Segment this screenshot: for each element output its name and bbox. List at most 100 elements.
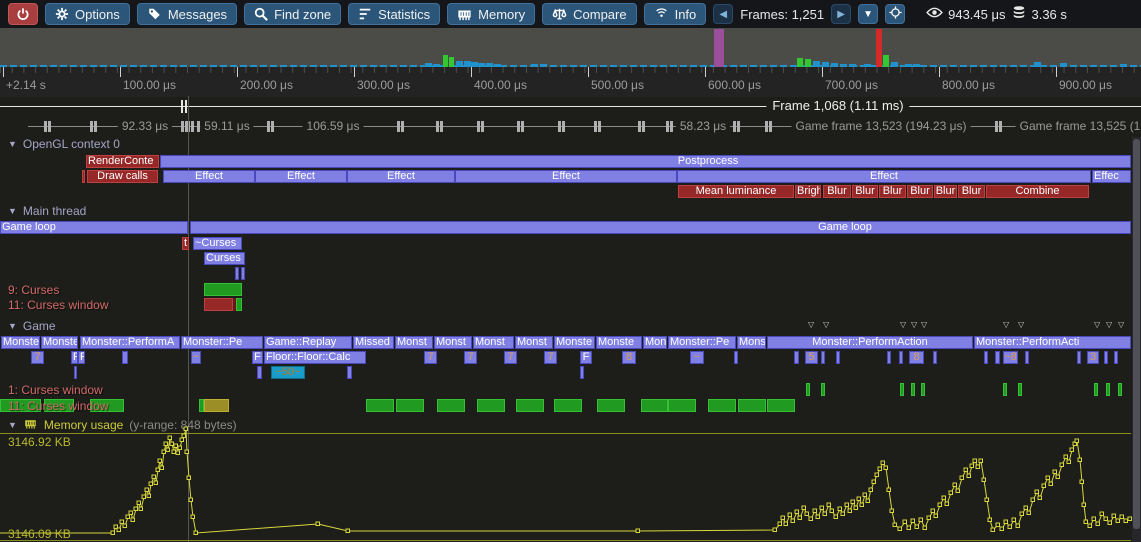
collapse-arrow-icon[interactable]: ▼ xyxy=(8,139,17,149)
power-button[interactable] xyxy=(8,3,38,25)
zone-bar[interactable] xyxy=(204,399,229,412)
gameframe-band[interactable]: 92.33 μs 59.11 μs 106.59 μs 58.23 μs Game fr… xyxy=(0,118,1141,135)
frame-bar[interactable] xyxy=(864,64,871,67)
zone-5[interactable]: 5 xyxy=(805,351,818,364)
section-header[interactable]: ▼ Main thread xyxy=(8,204,86,218)
zone-bar[interactable] xyxy=(1003,383,1007,396)
frame-bar[interactable] xyxy=(456,61,463,67)
zone-[interactable]: ~ xyxy=(690,351,704,364)
zone-bar[interactable] xyxy=(90,399,124,412)
frame-bar[interactable] xyxy=(805,59,811,67)
scrollbar-thumb[interactable] xyxy=(1133,139,1140,529)
zone-bar[interactable] xyxy=(0,399,41,412)
frame-bar[interactable] xyxy=(531,64,538,67)
zone-monster-performa[interactable]: Monster::PerformA xyxy=(80,336,180,349)
frame-bar[interactable] xyxy=(478,63,485,67)
zone-bar[interactable] xyxy=(734,351,738,364)
zone-bar[interactable] xyxy=(477,399,505,412)
message-marker-icon[interactable]: ▽ xyxy=(808,320,815,329)
message-marker-icon[interactable]: ▽ xyxy=(1003,320,1010,329)
collapse-arrow-icon[interactable]: ▼ xyxy=(8,420,17,430)
messages-button[interactable]: Messages xyxy=(136,3,238,25)
zone-curses[interactable]: ~Curses xyxy=(193,237,242,250)
zone-monste[interactable]: Monste xyxy=(554,336,595,349)
frame-bar[interactable] xyxy=(905,64,912,67)
zone-bar[interactable] xyxy=(82,170,85,183)
memory-button[interactable]: Memory xyxy=(447,3,536,25)
frame-bar[interactable] xyxy=(540,64,547,67)
frame-bar[interactable] xyxy=(840,64,847,67)
statistics-button[interactable]: Statistics xyxy=(348,3,441,25)
compare-button[interactable]: Compare xyxy=(542,3,637,25)
zone-bar[interactable] xyxy=(580,366,584,379)
zone-3[interactable]: 3 xyxy=(1087,351,1099,364)
zone-curses[interactable]: Curses xyxy=(204,252,245,265)
zone-floor-floor-calc[interactable]: Floor::Floor::Calc xyxy=(264,351,366,364)
zone-monster-pe[interactable]: Monster::Pe xyxy=(181,336,263,349)
zone-blur[interactable]: Blur xyxy=(934,185,957,198)
zone-7[interactable]: 7 xyxy=(31,351,44,364)
zone-effec[interactable]: Effec xyxy=(1092,170,1131,183)
zone-7[interactable]: 7 xyxy=(544,351,557,364)
frame-bar[interactable] xyxy=(433,64,440,67)
zone-bar[interactable] xyxy=(347,366,352,379)
zone-monste[interactable]: Monste xyxy=(1,336,40,349)
frame-bar[interactable] xyxy=(913,64,920,67)
frame-bar[interactable] xyxy=(876,29,882,67)
frame-bar[interactable] xyxy=(714,29,724,67)
zone-8[interactable]: ~8 xyxy=(1003,351,1018,364)
zone-bar[interactable] xyxy=(233,298,236,311)
zone-postprocess[interactable] xyxy=(160,155,1131,168)
zone-bar[interactable] xyxy=(738,399,766,412)
options-button[interactable]: Options xyxy=(45,3,130,25)
frame-bar[interactable] xyxy=(425,63,432,67)
zone-bar[interactable] xyxy=(437,399,465,412)
frame-bar[interactable] xyxy=(494,64,501,67)
frame-bar[interactable] xyxy=(797,58,803,67)
frame-histogram[interactable] xyxy=(0,28,1141,67)
zone-monster-performaction[interactable]: Monster::PerformAction xyxy=(767,336,973,349)
zone-bar[interactable] xyxy=(241,267,245,280)
zone-bar[interactable] xyxy=(806,383,810,396)
zone-bar[interactable] xyxy=(516,399,544,412)
zone-draw-calls[interactable]: Draw calls xyxy=(87,170,158,183)
zone-bar[interactable] xyxy=(597,399,625,412)
zone-bar[interactable] xyxy=(199,399,204,412)
zone-game-loop[interactable] xyxy=(190,221,1131,234)
find-zone-button[interactable]: Find zone xyxy=(244,3,342,25)
zone-monst[interactable]: Monst xyxy=(515,336,553,349)
zone-bar[interactable] xyxy=(921,383,925,396)
collapse-arrow-icon[interactable]: ▼ xyxy=(8,321,17,331)
frame-bar[interactable] xyxy=(822,62,829,67)
zone-monst[interactable]: Monst xyxy=(473,336,514,349)
message-marker-icon[interactable]: ▽ xyxy=(1118,320,1125,329)
zone-blur[interactable]: Blur xyxy=(879,185,906,198)
frame-bar[interactable] xyxy=(883,55,889,67)
zone-bar[interactable] xyxy=(821,383,825,396)
section-header[interactable]: ▼ Game xyxy=(8,319,56,333)
frame-bar[interactable] xyxy=(1034,62,1041,67)
zone-mons[interactable]: Mons xyxy=(737,336,766,349)
zone-bar[interactable] xyxy=(1104,351,1108,364)
zone-bar[interactable] xyxy=(235,267,239,280)
zone-renderconte[interactable]: RenderConte xyxy=(86,155,159,168)
zone-bar[interactable] xyxy=(1018,383,1022,396)
zone-brigh[interactable]: Brigh xyxy=(795,185,821,198)
frame-bar[interactable] xyxy=(813,61,820,67)
zone-bar[interactable] xyxy=(933,351,937,364)
zone-mean-luminance[interactable]: Mean luminance xyxy=(678,185,794,198)
zone-7[interactable]: 7 xyxy=(504,351,517,364)
zone-[interactable]: ~ xyxy=(191,351,201,364)
prev-frame-button[interactable]: ◀ xyxy=(713,4,734,24)
zone-bar[interactable] xyxy=(204,298,233,311)
frame-bar[interactable] xyxy=(1060,63,1067,67)
collapse-arrow-icon[interactable]: ▼ xyxy=(8,206,17,216)
zone-bar[interactable] xyxy=(554,399,582,412)
zone-bar[interactable] xyxy=(1094,383,1098,396)
message-marker-icon[interactable]: ▽ xyxy=(1018,320,1025,329)
scrollbar-track[interactable] xyxy=(1132,137,1141,542)
zone-bar[interactable] xyxy=(984,351,988,364)
frame-band[interactable]: Frame 1,068 (1.11 ms) xyxy=(0,97,1141,117)
message-marker-icon[interactable]: ▽ xyxy=(1094,320,1101,329)
zone-7[interactable]: 7 xyxy=(424,351,437,364)
